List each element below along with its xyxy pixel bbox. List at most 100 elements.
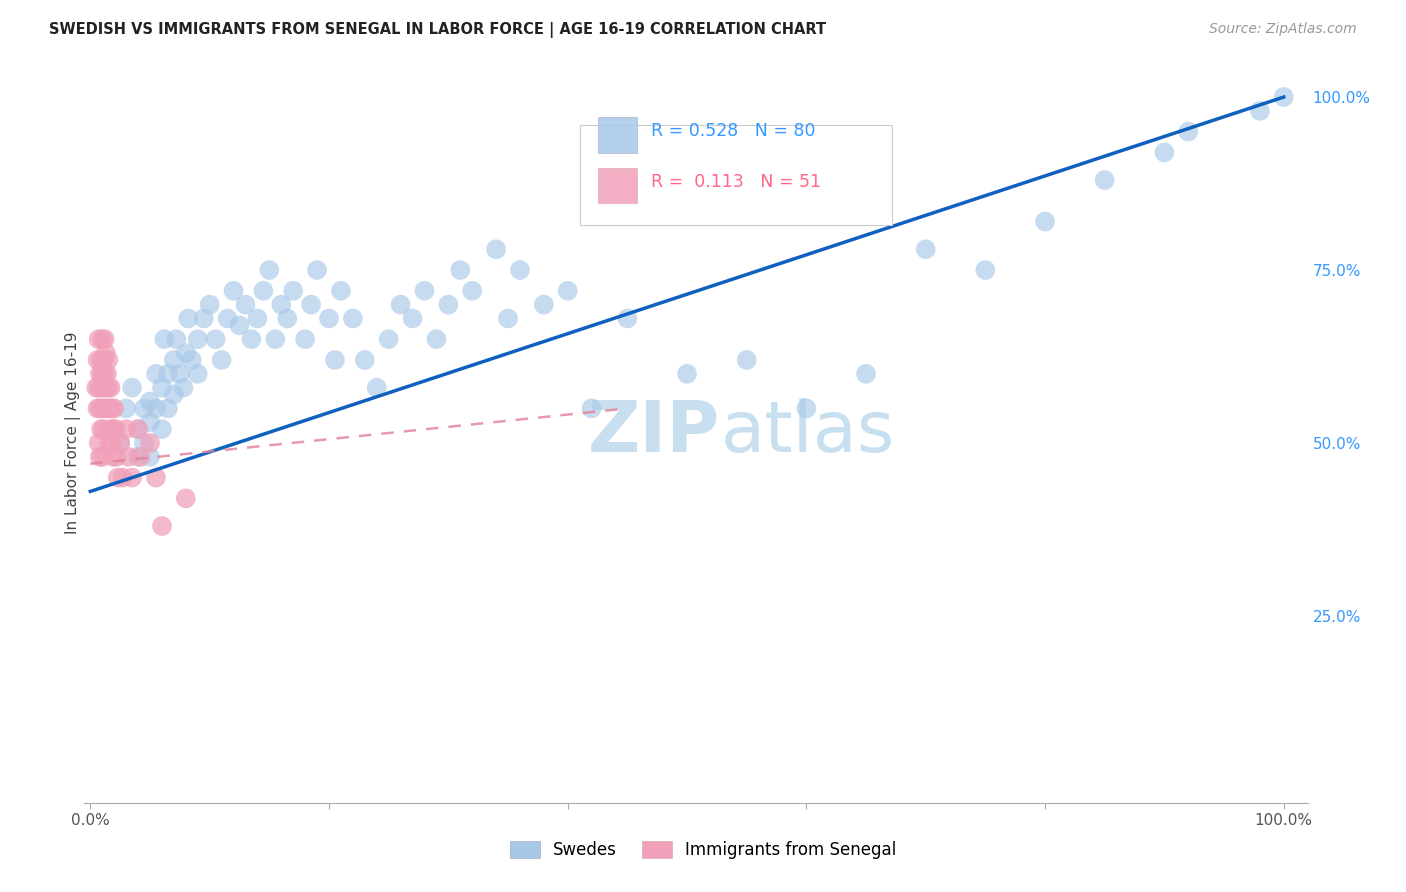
Point xyxy=(735,353,758,368)
Point xyxy=(283,284,305,298)
Point xyxy=(98,401,121,416)
Point xyxy=(676,367,699,381)
Text: R = 0.528   N = 80: R = 0.528 N = 80 xyxy=(651,122,815,140)
Point xyxy=(91,401,114,416)
Point xyxy=(276,311,298,326)
Point xyxy=(111,470,134,484)
Point xyxy=(107,470,129,484)
Point xyxy=(1033,214,1056,228)
Point xyxy=(299,297,322,311)
Y-axis label: In Labor Force | Age 16-19: In Labor Force | Age 16-19 xyxy=(65,331,82,534)
Point xyxy=(139,450,162,464)
Point xyxy=(96,367,118,381)
Point xyxy=(323,353,346,368)
Point xyxy=(127,450,149,464)
Point xyxy=(228,318,250,333)
Point xyxy=(425,332,447,346)
Point xyxy=(103,401,125,416)
Text: Source: ZipAtlas.com: Source: ZipAtlas.com xyxy=(1209,22,1357,37)
Point xyxy=(509,263,531,277)
Point xyxy=(86,401,108,416)
Point xyxy=(94,381,117,395)
Point xyxy=(101,401,124,416)
Point xyxy=(108,436,131,450)
Point xyxy=(101,436,124,450)
Point xyxy=(198,297,221,311)
FancyBboxPatch shape xyxy=(579,126,891,226)
Point xyxy=(145,367,167,381)
Point xyxy=(165,332,187,346)
Point xyxy=(139,394,162,409)
Point xyxy=(132,436,155,450)
Point xyxy=(974,263,997,277)
Point xyxy=(103,422,125,436)
Point xyxy=(449,263,471,277)
Point xyxy=(132,401,155,416)
Point xyxy=(1249,103,1271,118)
Point xyxy=(246,311,269,326)
Point xyxy=(91,332,114,346)
Point xyxy=(90,381,112,395)
Point xyxy=(294,332,316,346)
Point xyxy=(180,353,202,368)
Point xyxy=(389,297,412,311)
Point xyxy=(174,346,197,360)
Point xyxy=(193,311,215,326)
Point xyxy=(1272,90,1295,104)
Point xyxy=(93,367,115,381)
Point xyxy=(104,422,127,436)
Text: SWEDISH VS IMMIGRANTS FROM SENEGAL IN LABOR FORCE | AGE 16-19 CORRELATION CHART: SWEDISH VS IMMIGRANTS FROM SENEGAL IN LA… xyxy=(49,22,827,38)
Point xyxy=(174,491,197,506)
Point xyxy=(187,332,209,346)
Point xyxy=(318,311,340,326)
Point xyxy=(496,311,519,326)
Point xyxy=(240,332,263,346)
Point xyxy=(557,284,579,298)
Point xyxy=(97,381,120,395)
Point xyxy=(156,367,179,381)
Point xyxy=(84,381,107,395)
Point xyxy=(461,284,484,298)
Point xyxy=(93,353,115,368)
Point xyxy=(89,367,111,381)
Point xyxy=(533,297,555,311)
FancyBboxPatch shape xyxy=(598,117,637,153)
Point xyxy=(150,519,173,533)
Point xyxy=(156,401,179,416)
Point xyxy=(581,401,603,416)
Point xyxy=(153,332,176,346)
Point xyxy=(93,381,115,395)
Point xyxy=(89,401,111,416)
Point xyxy=(252,284,274,298)
Point xyxy=(172,381,194,395)
Point xyxy=(94,346,117,360)
Point xyxy=(485,242,508,256)
Point xyxy=(150,381,173,395)
Point xyxy=(169,367,191,381)
Point xyxy=(93,422,115,436)
Point xyxy=(100,422,122,436)
Point xyxy=(101,422,124,436)
FancyBboxPatch shape xyxy=(598,168,637,203)
Point xyxy=(1153,145,1175,160)
Point xyxy=(117,450,139,464)
Point xyxy=(127,422,149,436)
Point xyxy=(87,436,110,450)
Point xyxy=(97,353,120,368)
Point xyxy=(98,436,121,450)
Point xyxy=(129,450,152,464)
Point xyxy=(616,311,638,326)
Point xyxy=(353,353,375,368)
Point xyxy=(377,332,399,346)
Point xyxy=(914,242,936,256)
Point xyxy=(413,284,436,298)
Point xyxy=(86,353,108,368)
Point xyxy=(127,422,149,436)
Text: atlas: atlas xyxy=(720,398,894,467)
Point xyxy=(139,436,162,450)
Point xyxy=(796,401,818,416)
Point xyxy=(115,401,138,416)
Point xyxy=(150,422,173,436)
Point xyxy=(121,470,143,484)
Point xyxy=(145,401,167,416)
